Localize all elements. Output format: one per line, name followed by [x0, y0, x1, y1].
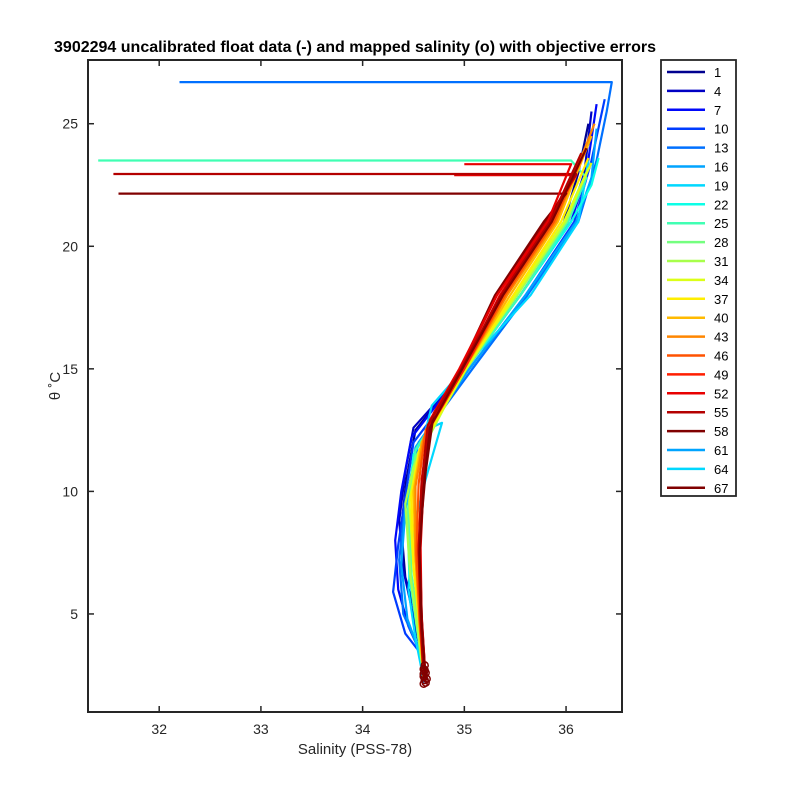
legend-label-64: 64: [714, 462, 728, 477]
series-line-25: [98, 159, 588, 681]
legend-box: [660, 59, 737, 497]
y-axis-label: θ ˚C: [47, 372, 64, 401]
x-tick-label: 34: [355, 721, 371, 737]
series-line-58: [118, 192, 568, 681]
legend-label-31: 31: [714, 254, 728, 269]
legend-label-28: 28: [714, 235, 728, 250]
x-tick-label: 36: [558, 721, 574, 737]
legend-label-19: 19: [714, 178, 728, 193]
axes-box: [87, 59, 623, 713]
legend-label-55: 55: [714, 405, 728, 420]
legend-label-67: 67: [714, 481, 728, 496]
legend-label-13: 13: [714, 141, 728, 156]
x-axis-label: Salinity (PSS-78): [298, 741, 412, 758]
legend-label-46: 46: [714, 349, 728, 364]
legend-label-4: 4: [714, 84, 721, 99]
legend-label-22: 22: [714, 197, 728, 212]
legend-label-43: 43: [714, 330, 728, 345]
y-tick-label: 5: [70, 606, 78, 622]
y-tick-label: 10: [62, 483, 78, 499]
legend-label-1: 1: [714, 65, 721, 80]
series-line-67: [418, 147, 588, 683]
series-line-52: [417, 174, 578, 678]
legend-label-52: 52: [714, 386, 728, 401]
legend-label-40: 40: [714, 311, 728, 326]
mapped-salinity-point: [419, 669, 428, 679]
mapped-salinity-point: [421, 678, 430, 687]
legend-label-49: 49: [714, 367, 728, 382]
series-line-13: [179, 80, 613, 681]
legend-label-58: 58: [714, 424, 728, 439]
legend: 1 4 7 10 13 16 19 22 25 28 31 34 37 40 43 46 49 52 55 58 61 6…: [660, 59, 737, 497]
mapped-salinity-point: [420, 666, 429, 675]
series-line-46: [415, 147, 588, 678]
plot-area: [98, 80, 613, 689]
legend-label-61: 61: [714, 443, 728, 458]
series-line-31: [404, 172, 588, 678]
legend-label-25: 25: [714, 216, 728, 231]
mapped-salinity-point: [419, 664, 428, 674]
x-tick-label: 35: [457, 721, 473, 737]
mapped-salinity-point: [420, 661, 429, 670]
legend-label-37: 37: [714, 292, 728, 307]
legend-label-16: 16: [714, 160, 728, 175]
x-tick-label: 32: [151, 721, 167, 737]
legend-label-10: 10: [714, 122, 728, 137]
chart-title: 3902294 uncalibrated float data (-) and …: [54, 39, 656, 56]
x-tick-label: 33: [253, 721, 269, 737]
y-axis-ticks: 5 10 15 20 25: [62, 116, 622, 622]
y-tick-label: 25: [62, 116, 78, 132]
legend-label-7: 7: [714, 103, 721, 118]
y-tick-label: 20: [62, 238, 78, 254]
series-line-55: [113, 172, 578, 681]
x-axis-ticks: 32 33 34 35 36: [151, 60, 574, 737]
y-tick-label: 15: [62, 361, 78, 377]
legend-label-34: 34: [714, 273, 728, 288]
legend-items: 1 4 7 10 13 16 19 22 25 28 31 34 37 40 43 46 49 52 55 58 61 6…: [667, 65, 728, 496]
